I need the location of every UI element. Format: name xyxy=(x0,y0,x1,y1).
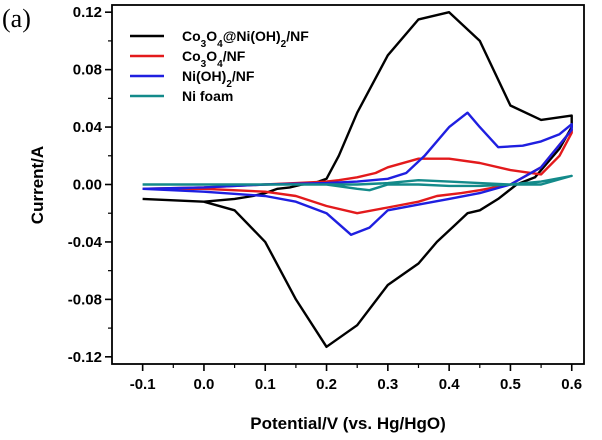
y-tick-label: 0.04 xyxy=(73,119,103,136)
y-tick-label: -0.12 xyxy=(68,349,102,366)
x-tick-label: 0.0 xyxy=(194,376,215,393)
y-tick-label: -0.04 xyxy=(68,234,103,251)
x-axis-ticks: -0.1 0.0 0.1 0.2 0.3 0.4 0.5 0.6 xyxy=(130,364,582,393)
series-line-1 xyxy=(142,128,573,215)
y-axis-title: Current/A xyxy=(28,146,47,224)
y-tick-label: 0.08 xyxy=(73,62,102,79)
y-tick-label: -0.08 xyxy=(68,291,102,308)
panel-label: (a) xyxy=(2,4,31,33)
x-tick-label: 0.6 xyxy=(561,376,582,393)
x-tick-label: 0.2 xyxy=(316,376,337,393)
legend-label-0: Co3O4@Ni(OH)2/NF xyxy=(182,28,309,50)
series-line-3 xyxy=(142,174,573,192)
series-layer xyxy=(142,11,573,348)
x-tick-label: 0.3 xyxy=(377,376,398,393)
series-line-2 xyxy=(142,111,573,236)
series-line-0 xyxy=(142,11,573,348)
x-tick-label: 0.5 xyxy=(500,376,521,393)
legend-label-3: Ni foam xyxy=(182,88,233,104)
y-tick-label: 0.00 xyxy=(73,177,102,194)
y-axis-ticks: -0.12 -0.08 -0.04 0.00 0.04 0.08 0.12 xyxy=(68,4,112,366)
x-tick-label: -0.1 xyxy=(130,376,156,393)
x-tick-label: 0.4 xyxy=(439,376,461,393)
legend-label-2: Ni(OH)2/NF xyxy=(182,68,255,90)
x-tick-label: 0.1 xyxy=(255,376,276,393)
y-tick-label: 0.12 xyxy=(73,4,102,21)
x-axis-title: Potential/V (vs. Hg/HgO) xyxy=(250,414,446,433)
legend-label-1: Co3O4/NF xyxy=(182,48,246,70)
